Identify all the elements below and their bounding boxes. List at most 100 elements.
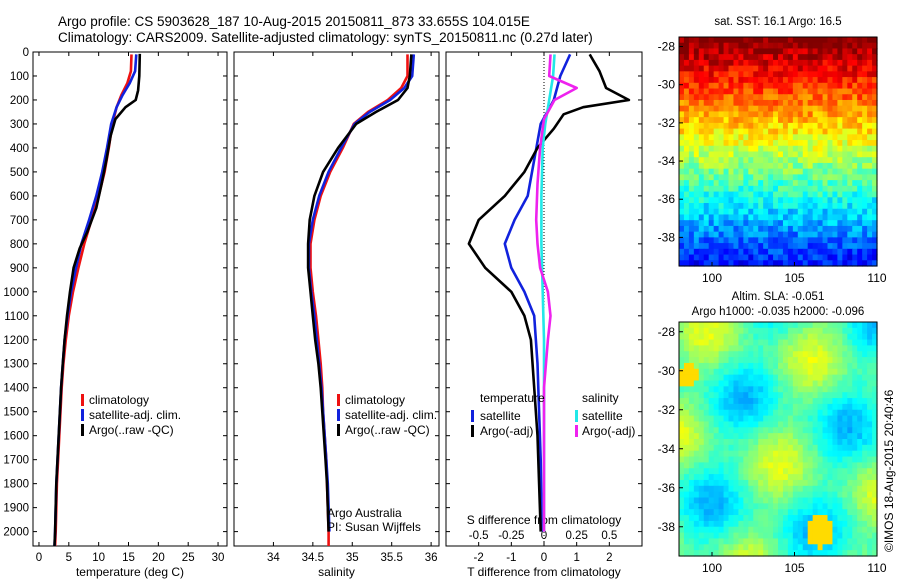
map-title-sst: sat. SST: 16.1 Argo: 16.5 <box>714 16 841 28</box>
xtick-label-salinity: 36 <box>425 552 438 564</box>
xtick-label-differences: 0 <box>541 552 547 564</box>
map-ytick-label: -36 <box>658 192 676 206</box>
ytick-label: 1100 <box>4 311 29 323</box>
legend-swatch-temperature <box>81 424 84 436</box>
plot-frame-salinity <box>233 51 440 547</box>
xtick-label-temperature: 30 <box>212 552 225 564</box>
ytick-label: 1600 <box>3 431 29 443</box>
ytick-label: 200 <box>10 95 29 107</box>
map-xtick-label: 100 <box>702 561 722 575</box>
map-xtick-label: 105 <box>784 271 804 285</box>
xtick-label-salinity: 34.5 <box>302 552 324 564</box>
map-frame-sst <box>678 36 878 267</box>
map-ytick-label: -28 <box>658 40 676 54</box>
legend-swatch-temperature <box>81 409 84 421</box>
legend-entry-temperature: Argo(..raw -QC) <box>89 423 174 437</box>
legend-entry-salinity: satellite-adj. clim. <box>345 408 437 422</box>
xtick-label-salinity: 34 <box>267 552 280 564</box>
ytick-label: 1700 <box>3 455 29 467</box>
credit-text: ©IMOS 18-Aug-2015 20:40:46 <box>882 389 896 552</box>
map-ytick-label: -38 <box>658 230 676 244</box>
map-ytick-label: -28 <box>658 325 676 339</box>
xtick-label-temperature: 25 <box>182 552 195 564</box>
legend-swatch-temperature <box>81 394 84 406</box>
legend-entry-salinity: climatology <box>345 393 405 407</box>
xtick-label-temperature: 15 <box>122 552 135 564</box>
series-line-temperature-2 <box>53 53 142 546</box>
xtick-label-s: 0 <box>541 530 547 542</box>
xtick-label-salinity: 35 <box>346 552 359 564</box>
ytick-label: 0 <box>23 47 29 59</box>
ytick-label: 1400 <box>3 383 29 395</box>
map-ytick-label: -30 <box>658 364 676 378</box>
map-ytick-label: -34 <box>658 442 676 456</box>
legend-entry-temperature: satellite-adj. clim. <box>89 408 181 422</box>
xlabel-salinity: salinity <box>318 565 355 579</box>
ytick-label: 400 <box>10 143 29 155</box>
legend-swatch-salinity <box>337 409 340 421</box>
chart-title-line2: Climatology: CARS2009. Satellite-adjuste… <box>58 30 593 45</box>
xtick-label-temperature: 0 <box>36 552 42 564</box>
annotation: Argo Australia <box>327 506 402 520</box>
ytick-label: 700 <box>10 215 29 227</box>
xtick-label-temperature: 20 <box>152 552 165 564</box>
map-ytick-label: -38 <box>658 520 676 534</box>
xtick-label-differences: 2 <box>606 552 612 564</box>
series-line-salinity-2 <box>306 54 413 532</box>
ytick-label: 900 <box>10 263 29 275</box>
legend-title-salinity: salinity <box>582 391 619 405</box>
ytick-label: 1900 <box>3 503 29 515</box>
map-ytick-label: -32 <box>658 403 676 417</box>
xtick-label-s: -0.5 <box>469 530 489 542</box>
legend-swatch-T <box>471 410 474 422</box>
xlabel-temperature: temperature (deg C) <box>76 565 184 579</box>
legend-swatch-salinity <box>337 394 340 406</box>
ytick-label: 100 <box>10 71 29 83</box>
xtick-label-differences: -2 <box>474 552 484 564</box>
ytick-label: 2000 <box>3 527 29 539</box>
ytick-label: 600 <box>10 191 29 203</box>
map-xtick-label: 105 <box>784 561 804 575</box>
legend-entry-salinity: Argo(..raw -QC) <box>345 423 430 437</box>
map-ytick-label: -32 <box>658 116 676 130</box>
annotation: PI: Susan Wijffels <box>327 520 421 534</box>
legend-swatch-S <box>575 425 578 437</box>
xtick-label-s: 0.5 <box>601 530 617 542</box>
xtick-label-differences: -1 <box>506 552 516 564</box>
legend-entry-T: satellite <box>480 409 521 423</box>
ytick-label: 1000 <box>3 287 29 299</box>
map-subtitle-sla: Argo h1000: -0.035 h2000: -0.096 <box>692 306 865 318</box>
legend-title-temperature: temperature <box>480 391 545 405</box>
heatmap-sst <box>679 37 878 267</box>
xlabel-differences: T difference from climatology <box>467 565 621 579</box>
heatmap-sla <box>679 322 878 557</box>
legend-swatch-S <box>575 410 578 422</box>
map-xtick-label: 110 <box>867 561 886 575</box>
legend-entry-S: satellite <box>582 409 623 423</box>
ytick-label: 500 <box>10 167 29 179</box>
map-ytick-label: -30 <box>658 78 676 92</box>
legend-swatch-salinity <box>337 424 340 436</box>
plot-frame-temperature <box>32 51 228 547</box>
map-ytick-label: -36 <box>658 481 676 495</box>
series-line-differences-3 <box>534 54 579 532</box>
legend-entry-temperature: climatology <box>89 393 149 407</box>
xtick-label-differences: 1 <box>573 552 579 564</box>
ytick-label: 1500 <box>3 407 29 419</box>
legend-swatch-T <box>471 425 474 437</box>
xtick-label-salinity: 35.5 <box>380 552 402 564</box>
legend-entry-S: Argo(-adj) <box>582 424 635 438</box>
ytick-label: 300 <box>10 119 29 131</box>
xtick-label-s: 0.25 <box>565 530 587 542</box>
xtick-label-temperature: 5 <box>66 552 72 564</box>
ytick-label: 1800 <box>3 479 29 491</box>
map-xtick-label: 100 <box>702 271 722 285</box>
map-frame-sla <box>678 321 878 557</box>
legend-entry-T: Argo(-adj) <box>480 424 533 438</box>
ytick-label: 1200 <box>3 335 29 347</box>
map-xtick-label: 110 <box>867 271 886 285</box>
chart-title-line1: Argo profile: CS 5903628_187 10-Aug-2015… <box>58 14 530 29</box>
xtick-label-temperature: 10 <box>92 552 105 564</box>
map-ytick-label: -34 <box>658 154 676 168</box>
